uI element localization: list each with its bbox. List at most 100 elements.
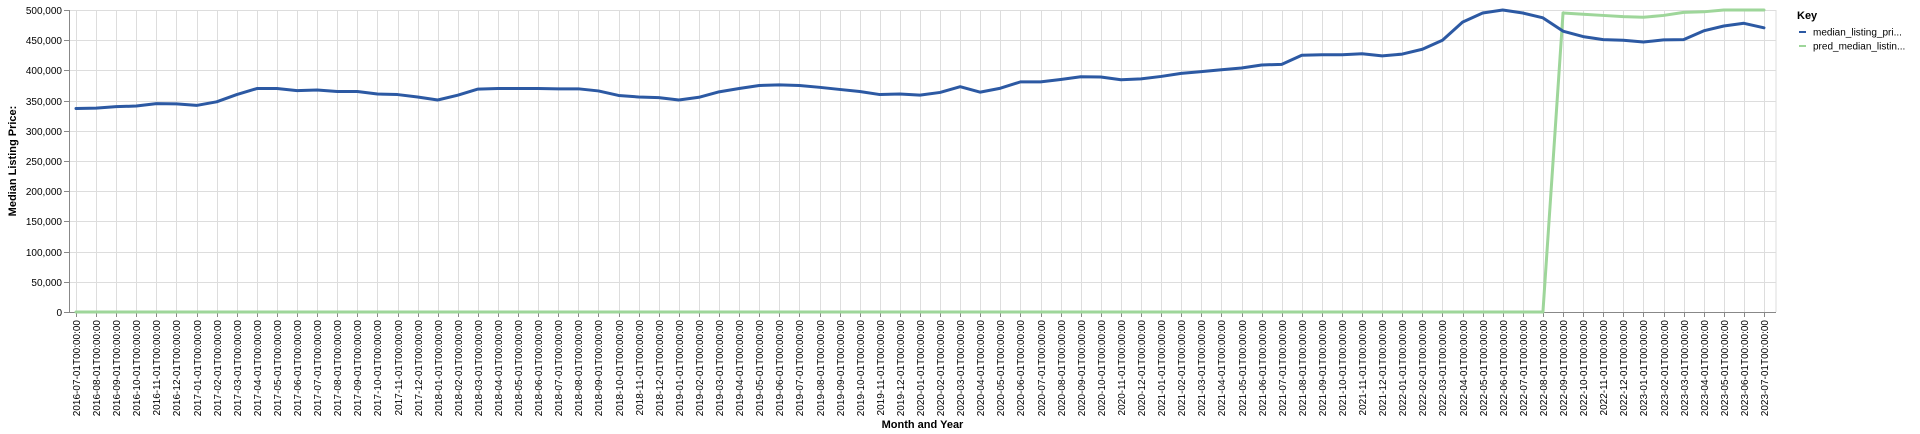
x-tick-label: 2022-12-01T00:00:00 bbox=[1619, 320, 1630, 417]
x-tick-label: 2018-08-01T00:00:00 bbox=[574, 320, 585, 417]
x-tick-label: 2019-10-01T00:00:00 bbox=[856, 320, 867, 417]
x-tick-label: 2021-12-01T00:00:00 bbox=[1378, 320, 1389, 417]
x-tick-label: 2019-08-01T00:00:00 bbox=[816, 320, 827, 417]
x-tick-label: 2022-03-01T00:00:00 bbox=[1438, 320, 1449, 417]
x-tick-label: 2020-03-01T00:00:00 bbox=[956, 320, 967, 417]
x-tick-label: 2023-01-01T00:00:00 bbox=[1639, 320, 1650, 417]
x-tick-label: 2021-11-01T00:00:00 bbox=[1358, 320, 1369, 416]
x-tick-label: 2021-05-01T00:00:00 bbox=[1238, 320, 1249, 417]
x-tick-label: 2017-05-01T00:00:00 bbox=[273, 320, 284, 417]
y-tick-label: 350,000 bbox=[26, 97, 63, 108]
x-tick-label: 2019-07-01T00:00:00 bbox=[795, 320, 806, 417]
x-tick-label: 2022-06-01T00:00:00 bbox=[1499, 320, 1510, 417]
x-tick-label: 2020-06-01T00:00:00 bbox=[1016, 320, 1027, 417]
legend: Key median_listing_pri... pred_median_lis… bbox=[1797, 10, 1905, 53]
x-tick-label: 2021-03-01T00:00:00 bbox=[1197, 320, 1208, 417]
x-tick-label: 2020-02-01T00:00:00 bbox=[936, 320, 947, 417]
y-tick-label: 500,000 bbox=[26, 6, 63, 17]
x-tick-label: 2017-09-01T00:00:00 bbox=[353, 320, 364, 417]
x-axis-title: Month and Year bbox=[882, 419, 964, 431]
x-tick-label: 2023-05-01T00:00:00 bbox=[1720, 320, 1731, 417]
x-tick-label: 2020-10-01T00:00:00 bbox=[1097, 320, 1108, 417]
x-tick-label: 2021-06-01T00:00:00 bbox=[1258, 320, 1269, 417]
x-tick-label: 2018-12-01T00:00:00 bbox=[655, 320, 666, 417]
x-tick-label: 2022-02-01T00:00:00 bbox=[1418, 320, 1429, 417]
x-tick-label: 2018-05-01T00:00:00 bbox=[514, 320, 525, 417]
x-tick-label: 2017-03-01T00:00:00 bbox=[233, 320, 244, 417]
x-tick-label: 2017-04-01T00:00:00 bbox=[253, 320, 264, 417]
x-tick-label: 2016-11-01T00:00:00 bbox=[152, 320, 163, 416]
series-lines bbox=[74, 8, 1766, 314]
x-tick-label: 2018-09-01T00:00:00 bbox=[594, 320, 605, 417]
x-tick-label: 2020-05-01T00:00:00 bbox=[996, 320, 1007, 417]
x-tick-label: 2022-05-01T00:00:00 bbox=[1479, 320, 1490, 417]
x-tick-label: 2020-09-01T00:00:00 bbox=[1077, 320, 1088, 417]
x-tick-label: 2021-08-01T00:00:00 bbox=[1298, 320, 1309, 417]
x-tick-label: 2023-02-01T00:00:00 bbox=[1660, 320, 1671, 417]
x-tick-label: 2023-07-01T00:00:00 bbox=[1760, 320, 1771, 417]
y-axis: 0 50,000 100,000 150,000 200,000 250,000 300,0… bbox=[26, 6, 70, 319]
x-tick-label: 2017-07-01T00:00:00 bbox=[313, 320, 324, 417]
x-tick-label: 2016-12-01T00:00:00 bbox=[172, 320, 183, 417]
x-tick-label: 2019-09-01T00:00:00 bbox=[836, 320, 847, 417]
x-tick-label: 2020-07-01T00:00:00 bbox=[1037, 320, 1048, 417]
y-tick-label: 50,000 bbox=[31, 278, 62, 289]
x-tick-label: 2017-12-01T00:00:00 bbox=[414, 320, 425, 417]
x-tick-label: 2022-09-01T00:00:00 bbox=[1559, 320, 1570, 417]
x-tick-label: 2023-03-01T00:00:00 bbox=[1680, 320, 1691, 417]
x-tick-label: 2018-01-01T00:00:00 bbox=[434, 320, 445, 417]
x-tick-label: 2019-05-01T00:00:00 bbox=[755, 320, 766, 417]
y-axis-title: Median Listing Price: bbox=[7, 106, 19, 217]
x-tick-label: 2020-11-01T00:00:00 bbox=[1117, 320, 1128, 416]
x-tick-label: 2016-10-01T00:00:00 bbox=[132, 320, 143, 417]
y-tick-label: 400,000 bbox=[26, 66, 63, 77]
x-tick-label: 2018-11-01T00:00:00 bbox=[635, 320, 646, 416]
x-tick-label: 2016-09-01T00:00:00 bbox=[112, 320, 123, 417]
x-tick-label: 2020-12-01T00:00:00 bbox=[1137, 320, 1148, 417]
x-tick-label: 2019-06-01T00:00:00 bbox=[775, 320, 786, 417]
x-tick-label: 2021-01-01T00:00:00 bbox=[1157, 320, 1168, 417]
x-tick-label: 2021-09-01T00:00:00 bbox=[1318, 320, 1329, 417]
x-tick-label: 2019-12-01T00:00:00 bbox=[896, 320, 907, 417]
x-tick-label: 2020-08-01T00:00:00 bbox=[1057, 320, 1068, 417]
x-tick-label: 2016-07-01T00:00:00 bbox=[72, 320, 83, 417]
x-tick-label: 2018-03-01T00:00:00 bbox=[474, 320, 485, 417]
y-tick-label: 450,000 bbox=[26, 36, 63, 47]
x-tick-label: 2018-02-01T00:00:00 bbox=[454, 320, 465, 417]
x-tick-label: 2018-04-01T00:00:00 bbox=[494, 320, 505, 417]
y-tick-label: 100,000 bbox=[26, 248, 63, 259]
y-tick-label: 150,000 bbox=[26, 217, 63, 228]
x-tick-label: 2017-02-01T00:00:00 bbox=[213, 320, 224, 417]
x-tick-label: 2023-04-01T00:00:00 bbox=[1700, 320, 1711, 417]
legend-title: Key bbox=[1797, 10, 1818, 22]
y-tick-label: 300,000 bbox=[26, 127, 63, 138]
x-tick-label: 2022-04-01T00:00:00 bbox=[1459, 320, 1470, 417]
x-tick-label: 2019-01-01T00:00:00 bbox=[675, 320, 686, 417]
legend-label-0: median_listing_pri... bbox=[1813, 28, 1902, 39]
x-tick-label: 2018-06-01T00:00:00 bbox=[534, 320, 545, 417]
x-tick-label: 2017-06-01T00:00:00 bbox=[293, 320, 304, 417]
x-tick-label: 2022-08-01T00:00:00 bbox=[1539, 320, 1550, 417]
x-tick-label: 2021-07-01T00:00:00 bbox=[1278, 320, 1289, 417]
x-tick-label: 2019-11-01T00:00:00 bbox=[876, 320, 887, 416]
x-tick-label: 2016-08-01T00:00:00 bbox=[92, 320, 103, 417]
y-tick-label: 0 bbox=[56, 308, 62, 319]
series-line-1 bbox=[74, 8, 1766, 314]
x-tick-label: 2022-11-01T00:00:00 bbox=[1599, 320, 1610, 416]
y-tick-label: 250,000 bbox=[26, 157, 63, 168]
x-tick-label: 2021-04-01T00:00:00 bbox=[1217, 320, 1228, 417]
x-tick-label: 2017-01-01T00:00:00 bbox=[193, 320, 204, 417]
x-tick-label: 2021-10-01T00:00:00 bbox=[1338, 320, 1349, 417]
legend-label-1: pred_median_listin... bbox=[1813, 42, 1905, 53]
x-tick-label: 2018-10-01T00:00:00 bbox=[615, 320, 626, 417]
x-tick-label: 2019-02-01T00:00:00 bbox=[695, 320, 706, 417]
x-tick-label: 2021-02-01T00:00:00 bbox=[1177, 320, 1188, 417]
x-tick-label: 2017-10-01T00:00:00 bbox=[373, 320, 384, 417]
x-tick-label: 2019-03-01T00:00:00 bbox=[715, 320, 726, 417]
x-tick-label: 2022-07-01T00:00:00 bbox=[1519, 320, 1530, 417]
series-line-0 bbox=[74, 8, 1766, 110]
x-axis: 2016-07-01T00:00:00 2016-08-01T00:00:00 20… bbox=[69, 312, 1776, 416]
x-tick-label: 2017-11-01T00:00:00 bbox=[394, 320, 405, 416]
y-tick-label: 200,000 bbox=[26, 187, 63, 198]
